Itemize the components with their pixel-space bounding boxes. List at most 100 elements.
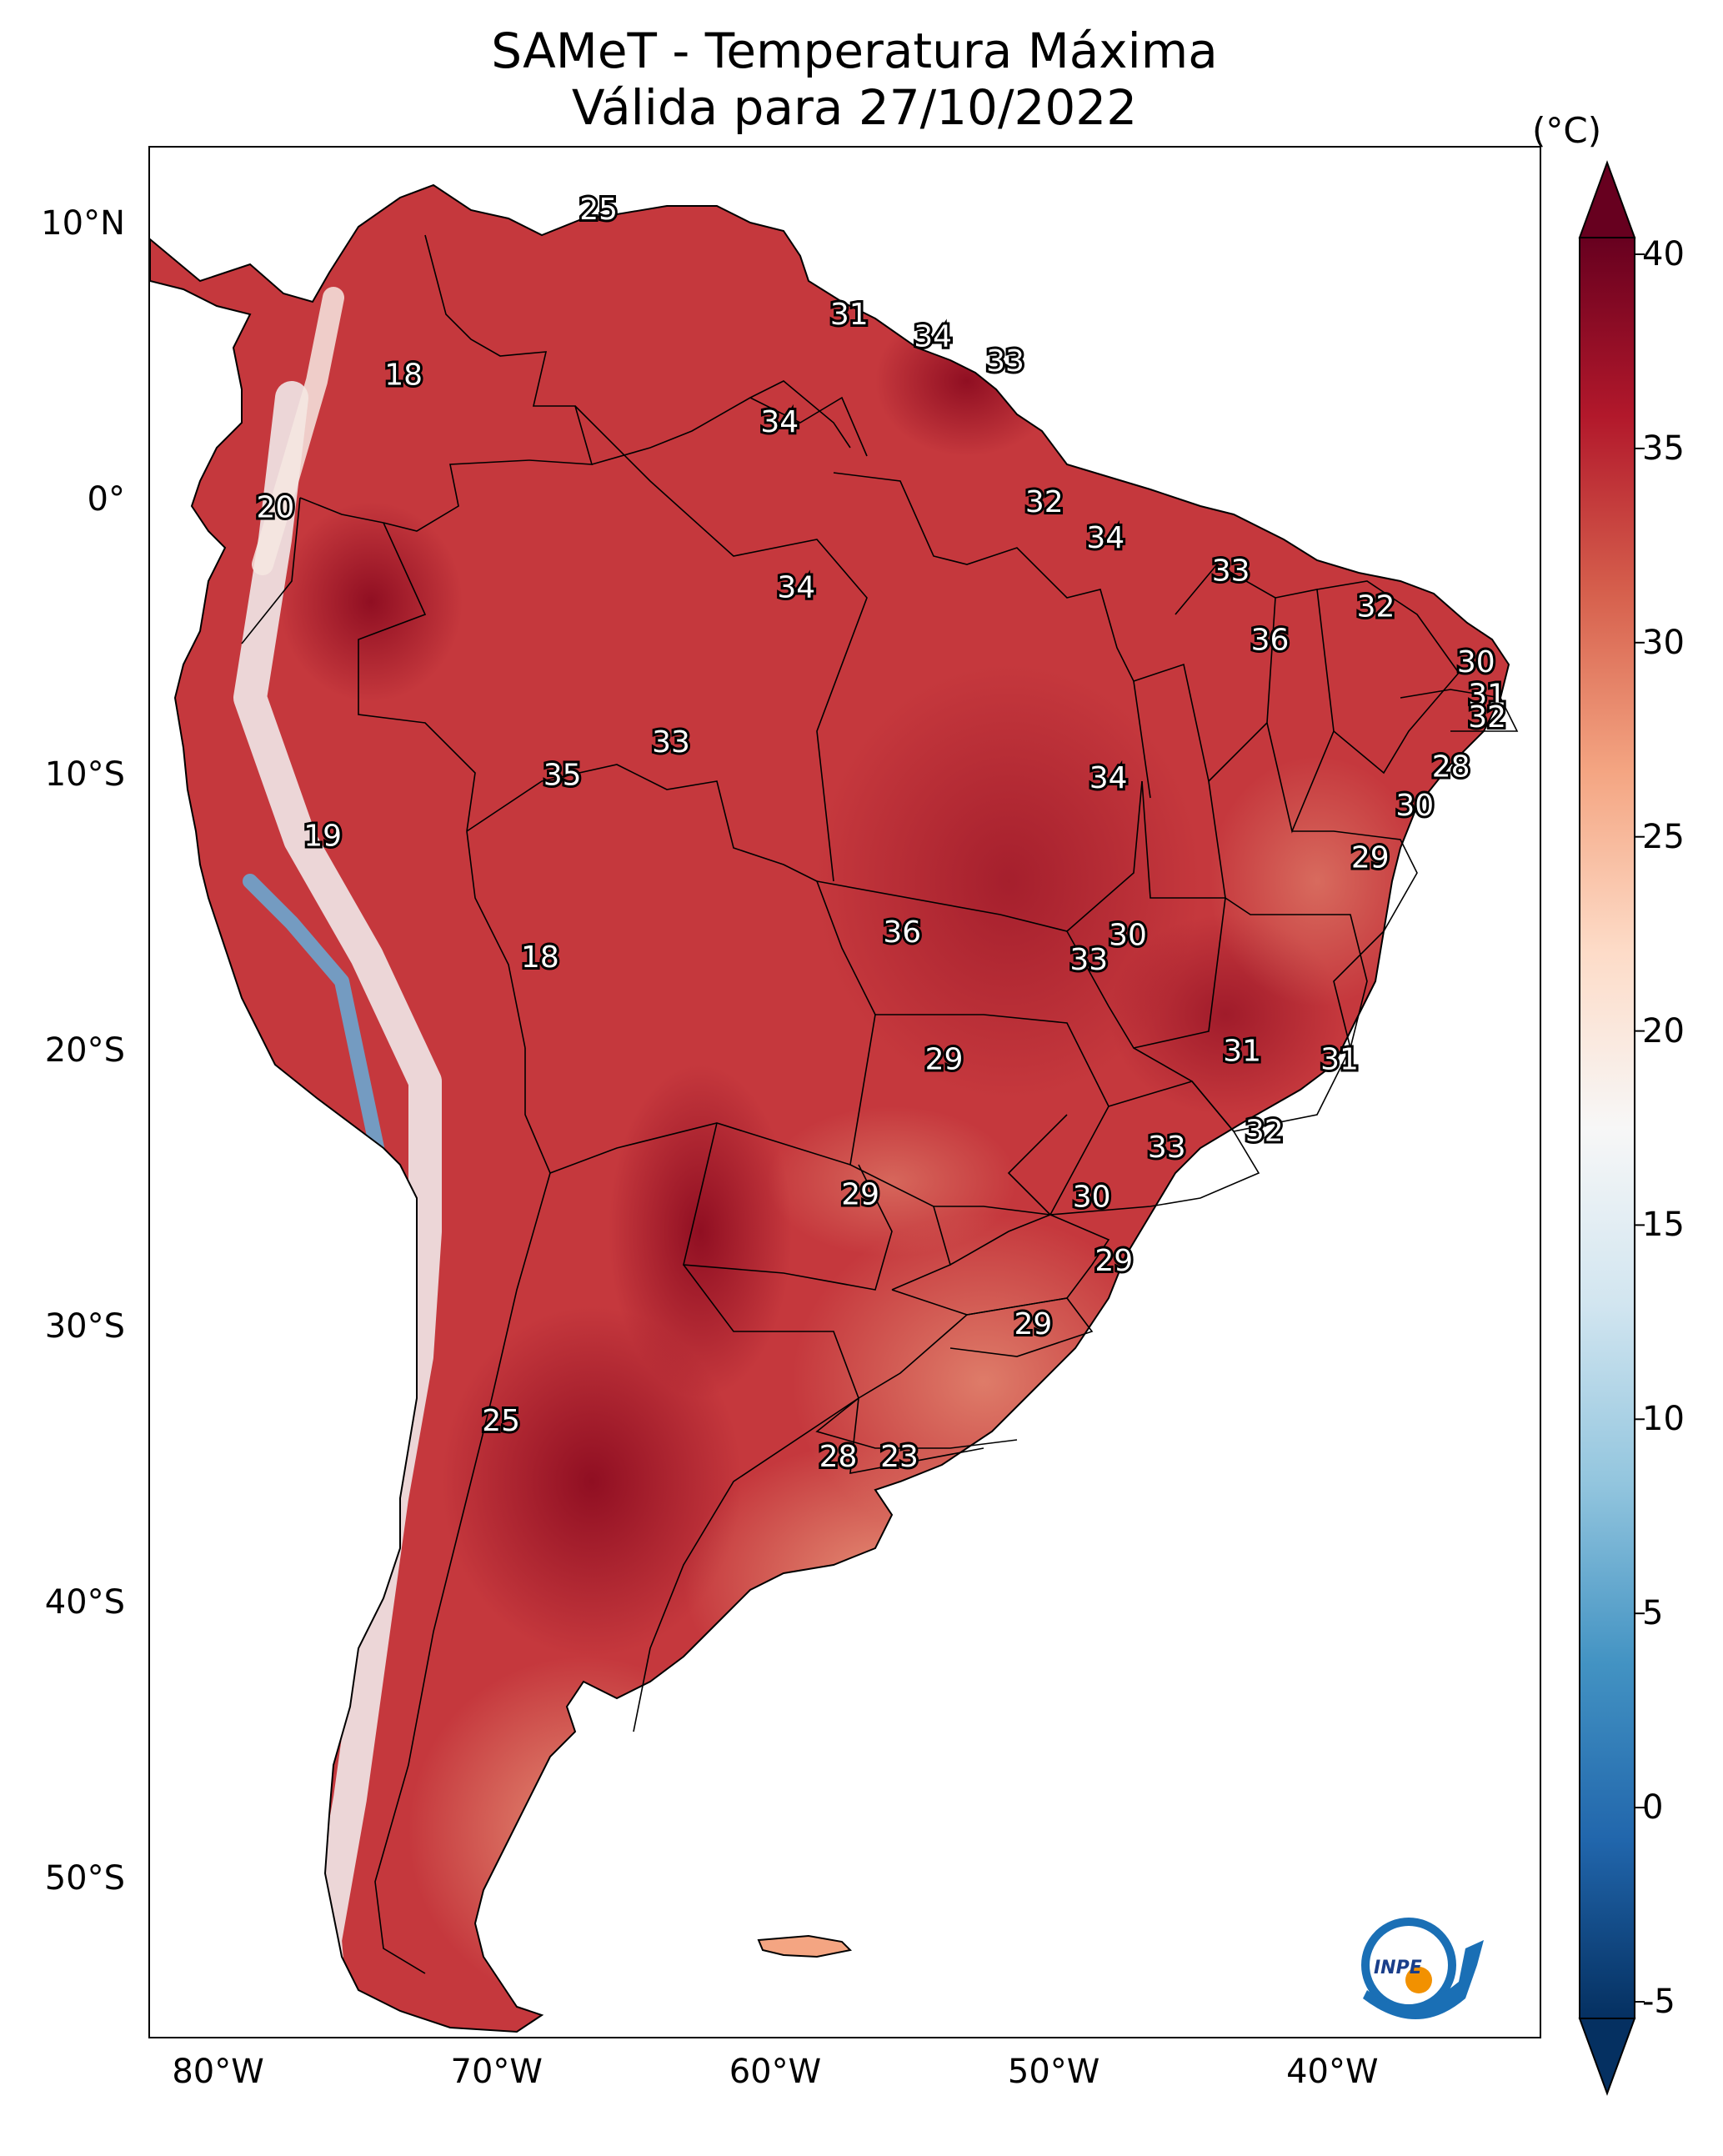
- colorbar-tick-label: 25: [1642, 817, 1685, 856]
- latitude-label: 20°S: [44, 1031, 125, 1070]
- map-value-label: 23: [880, 1440, 919, 1474]
- map-value-label: 32: [1357, 590, 1395, 624]
- border-paraguay-argentina: [683, 1122, 893, 1291]
- map-value-label: 33: [986, 344, 1024, 379]
- latitude-label: 0°: [87, 479, 125, 519]
- map-value-label: 29: [1351, 841, 1390, 875]
- country-borders: [241, 234, 1519, 1974]
- map-value-label: 34: [760, 405, 799, 439]
- border-para: [833, 472, 1151, 799]
- map-value-label: 30: [1457, 645, 1495, 679]
- longitude-label: 70°W: [450, 2053, 543, 2091]
- longitude-label: 80°W: [172, 2053, 264, 2091]
- map-value-label: 34: [1089, 761, 1128, 795]
- colorbar-tick-label: 10: [1642, 1400, 1685, 1439]
- hot-region-guiana: [875, 306, 1059, 456]
- map-value-label: 29: [1094, 1244, 1133, 1278]
- border-chile-argentina: [374, 1172, 551, 1974]
- border-rn-pb-pe: [1400, 689, 1519, 732]
- colorbar-tick-label: 15: [1642, 1206, 1685, 1245]
- map-value-label: 28: [1432, 750, 1470, 785]
- border-brazil-paraguay: [849, 1164, 951, 1291]
- hot-region-central: [817, 664, 1200, 1098]
- colorbar-tick-label: 40: [1642, 235, 1685, 273]
- map-value-label: 29: [925, 1042, 964, 1076]
- border-colombia-ecuador: [299, 497, 384, 524]
- map-value-label: 33: [652, 725, 690, 760]
- border-sao-paulo: [1007, 1081, 1260, 1216]
- andes-cool-band: [233, 381, 442, 2032]
- border-mato-grosso-sul: [875, 1014, 1109, 1216]
- colorbar-bar: [1579, 237, 1635, 2019]
- map-value-label: 31: [1223, 1034, 1261, 1068]
- longitude-label: 50°W: [1007, 2053, 1100, 2091]
- map-value-label: 29: [841, 1177, 879, 1211]
- colorbar-tick-label: 20: [1642, 1011, 1685, 1050]
- map-panel: 25 18 31 34 33 34 20 32 34 33 34 32 36 30 31 32 33 28 35 34…: [148, 146, 1541, 2038]
- falkland-islands: [757, 1934, 853, 1958]
- colorbar-tick-label: -5: [1642, 1983, 1675, 2021]
- map-value-label: 32: [1468, 700, 1506, 735]
- colorbar-tick-label: 35: [1642, 429, 1685, 468]
- map-value-label: 25: [579, 193, 618, 227]
- map-value-label: 33: [1212, 554, 1250, 589]
- latitude-label: 50°S: [44, 1859, 125, 1898]
- latitude-label: 30°S: [44, 1307, 125, 1346]
- colorbar-tick-label: 0: [1642, 1788, 1664, 1828]
- map-value-label: 30: [1073, 1181, 1111, 1215]
- map-value-label: 31: [830, 298, 869, 332]
- border-colombia-brazil: [383, 459, 530, 532]
- latitude-label: 40°S: [44, 1583, 125, 1622]
- border-ne-states: [1316, 580, 1460, 775]
- border-brazil-bolivia: [466, 764, 876, 1015]
- warm-region-uruguay: [684, 1440, 1084, 1723]
- map-value-label: 34: [777, 570, 815, 604]
- border-bolivia-chile: [524, 1048, 551, 1174]
- latitude-label: 10°N: [41, 203, 125, 243]
- inpe-logo-orange-dot: [1405, 1967, 1432, 1993]
- hot-region-pampa-north: [442, 1306, 742, 1657]
- map-value-label: 33: [1069, 943, 1108, 977]
- colorbar-upper-extension: [1578, 160, 1636, 238]
- map-value-label: 36: [1251, 623, 1290, 657]
- border-argentina-provinces: [633, 1264, 859, 1732]
- coastline: [150, 183, 1510, 2033]
- colorbar-lower-extension: [1578, 2018, 1636, 2096]
- border-bahia: [1292, 830, 1418, 1049]
- warm-region-paraguay: [767, 1106, 1017, 1256]
- border-tocantins: [1133, 663, 1226, 899]
- patagonia-cold-core: [235, 1800, 311, 2022]
- border-peru-brazil: [358, 522, 476, 832]
- map-value-label: 25: [482, 1404, 520, 1438]
- latitude-label: 10°S: [44, 755, 125, 795]
- map-value-label: 32: [1245, 1114, 1284, 1148]
- northern-andes-cool: [252, 287, 344, 575]
- hot-region-amazon-west: [279, 502, 463, 702]
- map-value-label: 32: [1025, 485, 1064, 519]
- colorbar-tick-label: 30: [1642, 623, 1685, 662]
- map-value-label: 30: [1395, 789, 1434, 823]
- map-value-label: 19: [303, 819, 342, 853]
- inpe-logo-text: INPE: [1374, 1958, 1422, 1978]
- map-value-label: 34: [914, 319, 952, 353]
- border-uruguay: [849, 1397, 984, 1474]
- map-value-label: 31: [1468, 679, 1506, 713]
- map-value-label: 30: [1109, 918, 1147, 952]
- map-value-label: 34: [1086, 521, 1124, 555]
- colorbar: [1578, 160, 1645, 2096]
- map-value-label: 33: [1148, 1131, 1186, 1165]
- warm-region-patagonia: [408, 1657, 759, 2007]
- map-value-label: 18: [384, 358, 423, 393]
- border-santa-catarina: [949, 1297, 1094, 1357]
- longitude-label: 60°W: [729, 2053, 822, 2091]
- border-argentina-brazil: [815, 1289, 1018, 1449]
- map-value-label: 18: [521, 940, 559, 975]
- map-title: SAMeT - Temperatura Máxima: [491, 23, 1218, 79]
- colorbar-unit: (°C): [1532, 110, 1602, 151]
- map-value-label: 31: [1320, 1042, 1359, 1076]
- map-value-label: 29: [1014, 1307, 1052, 1341]
- longitude-label: 40°W: [1286, 2053, 1379, 2091]
- inpe-logo-swoosh: [1363, 1940, 1484, 2019]
- map-subtitle: Válida para 27/10/2022: [571, 79, 1138, 136]
